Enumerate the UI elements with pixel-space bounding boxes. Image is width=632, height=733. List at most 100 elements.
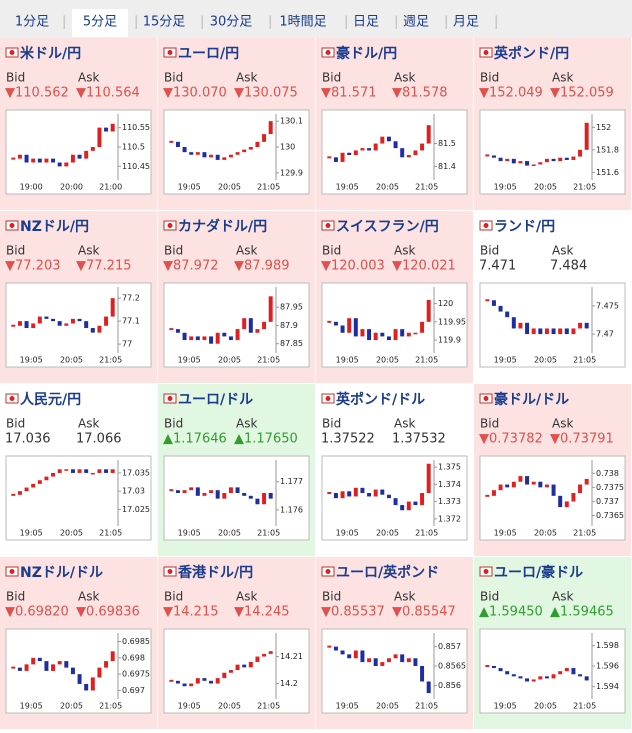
chart-box: [479, 109, 626, 195]
candle: [498, 484, 503, 491]
x-tick-label: 19:05: [178, 183, 201, 192]
pair-name[interactable]: 英ポンド/円: [493, 45, 569, 62]
ask-label: Ask: [78, 244, 99, 258]
candle: [578, 484, 583, 493]
candle: [406, 155, 411, 158]
x-tick-label: 19:05: [494, 356, 517, 365]
pair-name[interactable]: ユーロ/ドル: [178, 392, 253, 408]
pair-name[interactable]: 豪ドル/ドル: [494, 391, 569, 408]
pair-name[interactable]: ユーロ/円: [178, 46, 239, 62]
candle: [44, 158, 49, 163]
bid-value: ▼110.562: [5, 86, 69, 101]
candle: [189, 336, 194, 341]
candle: [400, 505, 405, 511]
ask-value: ▼0.85547: [392, 605, 456, 620]
candle: [57, 162, 62, 167]
pair-name[interactable]: 人民元/円: [20, 391, 81, 408]
tab[interactable]: 日足: [353, 15, 379, 30]
candle: [491, 155, 496, 158]
x-tick-label: 20:05: [534, 529, 557, 538]
bid-label: Bid: [6, 417, 25, 431]
candle: [518, 322, 523, 329]
candle: [189, 487, 194, 491]
y-tick-label: 0.6975: [122, 670, 150, 679]
pair-name[interactable]: カナダドル/円: [178, 218, 267, 235]
candle: [189, 152, 194, 155]
candle: [544, 676, 549, 679]
candle: [420, 321, 425, 333]
candle: [209, 680, 214, 684]
candle: [413, 150, 418, 156]
chart-box: [163, 282, 310, 368]
candle: [31, 483, 36, 488]
pair-name[interactable]: NZドル/ドル: [20, 565, 103, 581]
pair-name[interactable]: ユーロ/豪ドル: [494, 564, 583, 581]
tab-separator: |: [268, 15, 272, 30]
candle: [564, 157, 569, 160]
pair-name[interactable]: 香港ドル/円: [177, 564, 253, 581]
pair-name[interactable]: 米ドル/円: [20, 45, 81, 62]
pair-name[interactable]: 英ポンド/ドル: [335, 391, 425, 408]
candle: [182, 490, 187, 493]
candle: [406, 332, 411, 337]
y-tick-label: 0.7365: [596, 511, 624, 520]
candle: [37, 158, 42, 163]
candle: [169, 679, 174, 682]
x-tick-label: 20:00: [60, 183, 83, 192]
candle: [544, 484, 549, 488]
candle: [420, 493, 425, 506]
bid-value: ▼130.070: [163, 86, 227, 101]
x-tick-label: 21:05: [573, 183, 596, 192]
ask-value: ▼110.564: [76, 86, 140, 101]
tab[interactable]: 1分足: [15, 15, 49, 30]
x-tick-label: 21:05: [415, 356, 438, 365]
candle: [538, 676, 543, 680]
y-tick-label: 130.1: [280, 117, 303, 126]
candle: [242, 493, 247, 496]
pair-name[interactable]: 豪ドル/円: [336, 45, 397, 62]
candle: [525, 678, 530, 682]
y-tick-label: 0.698: [122, 653, 145, 662]
flag-mark: [9, 223, 15, 228]
tab-separator: |: [200, 15, 204, 30]
x-tick-label: 19:05: [494, 529, 517, 538]
chart-box: [163, 455, 310, 541]
candle: [51, 472, 56, 477]
candle: [182, 147, 187, 153]
bid-value: ▼14.215: [163, 605, 219, 620]
pair-name[interactable]: NZドル/円: [20, 219, 89, 235]
candle: [538, 328, 543, 335]
pair-name[interactable]: ランド/円: [494, 219, 555, 235]
flag-mark: [9, 50, 15, 55]
tab[interactable]: 5分足: [83, 15, 117, 30]
x-tick-label: 20:05: [534, 356, 557, 365]
pair-name[interactable]: スイスフラン/円: [336, 219, 439, 235]
candle: [169, 489, 174, 492]
bid-value: ▼77.203: [5, 259, 61, 274]
tab[interactable]: 週足: [403, 15, 429, 30]
candle: [564, 501, 569, 508]
bid-label: Bid: [164, 244, 183, 258]
candle: [248, 318, 253, 333]
candle: [505, 311, 510, 318]
x-tick-label: 20:05: [60, 356, 83, 365]
chart-box: [5, 109, 152, 195]
flag-mark: [325, 569, 331, 574]
tab[interactable]: 30分足: [210, 15, 253, 30]
candle: [97, 127, 102, 147]
bid-label: Bid: [322, 417, 341, 431]
tab[interactable]: 月足: [453, 15, 479, 30]
candle: [386, 136, 391, 142]
candle: [70, 154, 75, 163]
candle: [202, 493, 207, 496]
candle: [578, 322, 583, 329]
tab[interactable]: 15分足: [143, 15, 186, 30]
pair-name[interactable]: ユーロ/英ポンド: [336, 564, 439, 581]
tab[interactable]: 1時間足: [279, 15, 326, 30]
candle: [327, 156, 332, 159]
y-tick-label: 0.856: [438, 681, 461, 690]
candle: [406, 501, 411, 511]
chart-box: [479, 282, 626, 368]
candle: [400, 654, 405, 663]
candle: [393, 498, 398, 506]
